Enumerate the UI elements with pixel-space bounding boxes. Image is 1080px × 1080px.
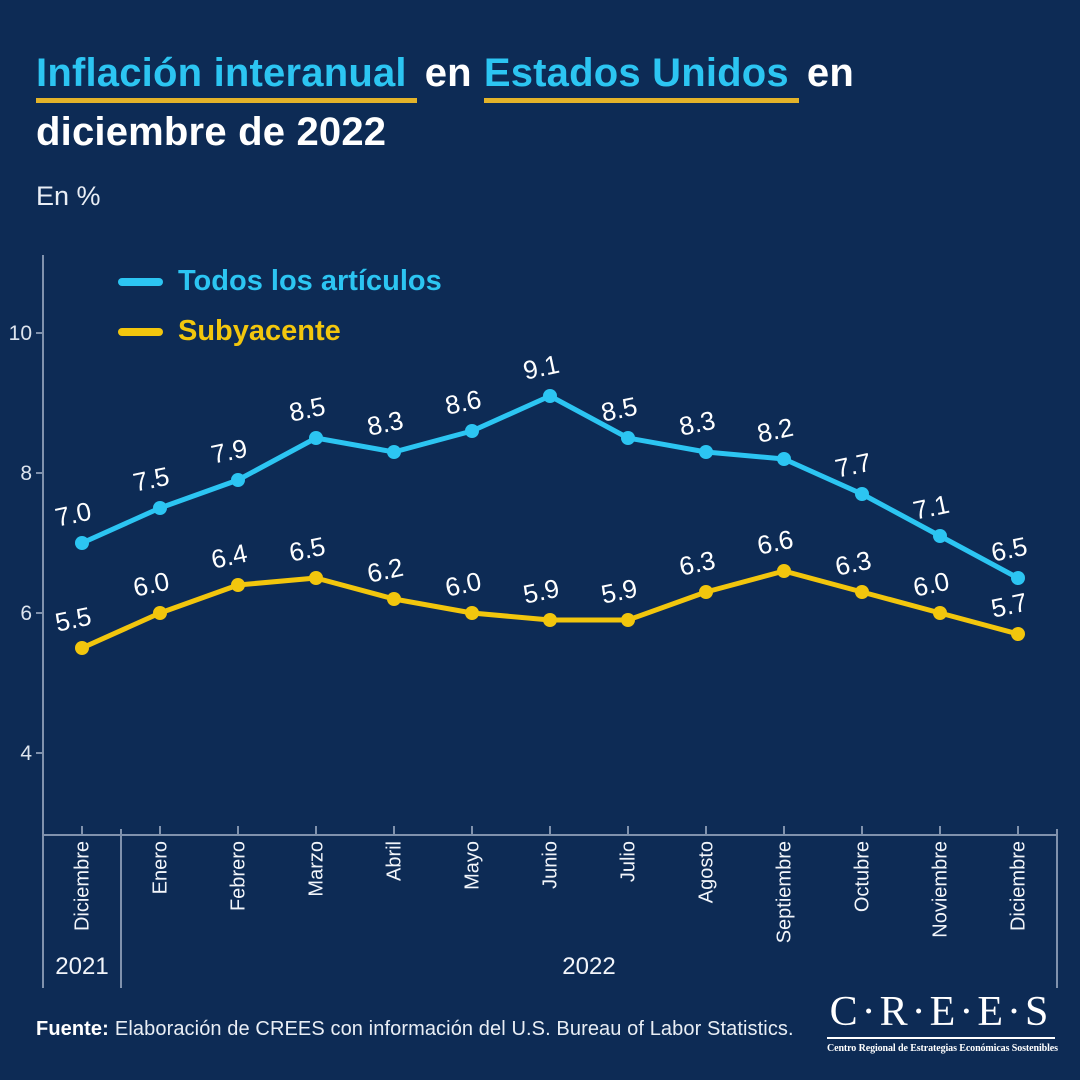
page-title: Inflación interanual en Estados Unidos en di… — [36, 44, 866, 161]
title-highlight-estados-unidos: Estados Unidos — [483, 51, 799, 103]
data-point — [777, 452, 791, 466]
legend-swatch-cyan — [118, 277, 163, 286]
month-label: Febrero — [228, 841, 250, 911]
data-point — [387, 592, 401, 606]
data-point-label: 6.0 — [910, 566, 952, 603]
data-point — [855, 487, 869, 501]
month-label: Septiembre — [774, 841, 796, 943]
month-label: Julio — [618, 841, 640, 882]
data-point-label: 6.0 — [130, 566, 172, 603]
data-point-label: 7.9 — [208, 433, 250, 470]
data-point-label: 6.5 — [988, 531, 1030, 568]
data-point-label: 6.6 — [754, 524, 796, 561]
data-point-label: 6.5 — [286, 531, 328, 568]
data-point — [543, 613, 557, 627]
data-point-label: 8.3 — [364, 405, 406, 442]
data-point-label: 8.5 — [598, 391, 640, 428]
data-point — [1011, 627, 1025, 641]
source-label: Fuente: — [36, 1018, 109, 1040]
data-point — [1011, 571, 1025, 585]
month-label: Diciembre — [72, 841, 94, 931]
data-point-label: 7.0 — [52, 496, 94, 533]
data-point-label: 7.1 — [910, 489, 952, 526]
data-point — [153, 501, 167, 515]
data-point — [855, 585, 869, 599]
data-point — [231, 473, 245, 487]
data-point-label: 5.9 — [520, 573, 562, 610]
data-point — [465, 424, 479, 438]
data-point-label: 8.3 — [676, 405, 718, 442]
data-point-label: 7.7 — [832, 447, 874, 484]
legend-item-todos-los-articulos: Todos los artículos — [118, 265, 442, 298]
legend-label: Todos los artículos — [178, 265, 442, 297]
month-label: Mayo — [462, 841, 484, 890]
month-label: Abril — [384, 841, 406, 881]
data-point-label: 8.6 — [442, 384, 484, 421]
data-point-label: 6.3 — [832, 545, 874, 582]
data-point-label: 6.4 — [208, 538, 250, 575]
data-point — [231, 578, 245, 592]
title-highlight-inflacion: Inflación interanual — [36, 51, 417, 103]
data-point-label: 6.0 — [442, 566, 484, 603]
data-point — [699, 585, 713, 599]
title-connector-2: en — [806, 51, 854, 95]
crees-logo-subtitle: Centro Regional de Estrategias Económica… — [827, 1043, 1058, 1054]
month-label: Octubre — [852, 841, 874, 912]
crees-logo: C·R·E·E·S Centro Regional de Estrategias… — [827, 988, 1058, 1054]
data-point — [543, 389, 557, 403]
data-point-label: 8.2 — [754, 412, 796, 449]
y-tick-label: 8 — [20, 462, 32, 485]
data-point-label: 6.3 — [676, 545, 718, 582]
data-point — [309, 571, 323, 585]
crees-logo-wordmark: C·R·E·E·S — [829, 989, 1053, 1035]
month-label: Junio — [540, 841, 562, 889]
year-label: 2022 — [562, 953, 615, 980]
data-point-label: 5.9 — [598, 573, 640, 610]
data-point — [621, 431, 635, 445]
month-label: Marzo — [306, 841, 328, 897]
month-label: Enero — [150, 841, 172, 894]
month-label: Agosto — [696, 841, 718, 903]
data-point — [777, 564, 791, 578]
data-point — [933, 606, 947, 620]
data-point — [75, 536, 89, 550]
data-point-label: 5.5 — [52, 601, 94, 638]
data-point-label: 6.2 — [364, 552, 406, 589]
data-point-label: 7.5 — [130, 461, 172, 498]
crees-logo-rule — [827, 1037, 1055, 1039]
data-point — [933, 529, 947, 543]
data-point — [75, 641, 89, 655]
data-point — [699, 445, 713, 459]
data-point — [387, 445, 401, 459]
source-text: Elaboración de CREES con información del… — [114, 1018, 794, 1040]
source-note: Fuente: Elaboración de CREES con informac… — [36, 1018, 794, 1041]
legend-label: Subyacente — [178, 315, 341, 347]
legend-swatch-yellow — [118, 327, 163, 336]
data-point-label: 9.1 — [520, 349, 562, 386]
data-point — [153, 606, 167, 620]
year-label: 2021 — [55, 953, 108, 980]
data-point — [309, 431, 323, 445]
month-label: Noviembre — [930, 841, 952, 938]
legend-item-subyacente: Subyacente — [118, 315, 442, 348]
data-point-label: 5.7 — [988, 587, 1030, 624]
title-line2: diciembre de 2022 — [36, 110, 387, 154]
title-connector-1: en — [424, 51, 472, 95]
data-point — [465, 606, 479, 620]
y-tick-label: 6 — [20, 602, 32, 625]
data-point — [621, 613, 635, 627]
y-axis-unit-label: En % — [36, 181, 101, 211]
month-label: Diciembre — [1008, 841, 1030, 931]
chart-legend: Todos los artículos Subyacente — [118, 265, 442, 348]
y-tick-label: 10 — [9, 322, 32, 345]
data-point-label: 8.5 — [286, 391, 328, 428]
y-tick-label: 4 — [20, 742, 32, 765]
